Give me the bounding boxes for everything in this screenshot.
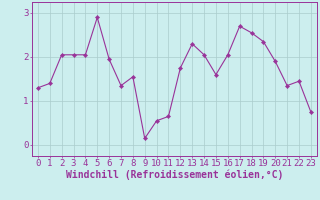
X-axis label: Windchill (Refroidissement éolien,°C): Windchill (Refroidissement éolien,°C)	[66, 170, 283, 180]
